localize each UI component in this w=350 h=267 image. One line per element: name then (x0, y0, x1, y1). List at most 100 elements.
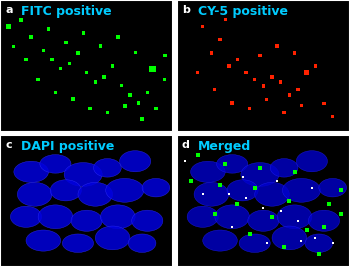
Point (58, 66, 63, 71)
Point (316, 252, 322, 256)
Point (84, 70, 90, 75)
Point (313, 64, 318, 68)
Point (278, 80, 284, 84)
Ellipse shape (50, 180, 82, 201)
Text: DAPI positive: DAPI positive (21, 140, 114, 153)
Point (41, 48, 46, 52)
Point (217, 183, 223, 187)
Point (127, 93, 133, 97)
Point (281, 110, 287, 115)
Point (243, 70, 249, 75)
Ellipse shape (239, 234, 270, 253)
Point (321, 101, 327, 105)
Ellipse shape (26, 230, 61, 251)
Point (223, 162, 228, 166)
Point (260, 205, 266, 210)
Point (281, 245, 287, 249)
Point (28, 35, 34, 39)
Point (327, 201, 332, 206)
Point (257, 166, 263, 170)
Point (217, 38, 223, 42)
Ellipse shape (71, 210, 102, 231)
Ellipse shape (227, 180, 258, 201)
Point (101, 74, 107, 79)
Point (162, 53, 167, 58)
Point (87, 106, 93, 111)
Point (299, 104, 304, 108)
Ellipse shape (203, 230, 237, 251)
Ellipse shape (270, 159, 298, 177)
Text: b: b (182, 5, 190, 15)
Text: CY-5 positive: CY-5 positive (197, 5, 287, 18)
Point (252, 186, 258, 190)
Point (35, 77, 41, 81)
Point (304, 228, 309, 232)
Ellipse shape (305, 234, 332, 253)
Point (257, 53, 263, 58)
Ellipse shape (38, 205, 73, 229)
Point (313, 236, 318, 240)
Point (338, 212, 344, 216)
Point (269, 215, 275, 219)
Ellipse shape (272, 226, 307, 250)
Ellipse shape (255, 182, 289, 206)
Point (136, 101, 141, 105)
Point (243, 196, 249, 201)
Point (200, 24, 205, 29)
Ellipse shape (62, 234, 93, 253)
Text: FITC positive: FITC positive (21, 5, 111, 18)
Point (209, 51, 214, 55)
Point (18, 18, 23, 22)
Point (229, 101, 235, 105)
Point (234, 57, 240, 62)
Point (139, 117, 145, 121)
Point (92, 80, 98, 84)
Point (212, 88, 218, 92)
Point (23, 57, 29, 62)
Point (292, 170, 298, 174)
Point (132, 51, 138, 55)
Point (278, 209, 284, 214)
Point (274, 44, 280, 48)
Point (145, 91, 150, 95)
Point (295, 88, 301, 92)
Point (80, 31, 86, 35)
Point (212, 212, 218, 216)
Point (70, 97, 76, 101)
Point (330, 241, 335, 245)
Point (247, 106, 252, 111)
Ellipse shape (319, 178, 346, 197)
Point (260, 84, 266, 88)
Point (247, 232, 252, 236)
Point (226, 64, 231, 68)
Point (52, 91, 58, 95)
Ellipse shape (18, 182, 52, 206)
Point (115, 35, 121, 39)
Ellipse shape (248, 210, 279, 231)
Ellipse shape (194, 182, 229, 206)
Ellipse shape (217, 155, 248, 173)
Point (49, 57, 55, 62)
Ellipse shape (10, 206, 42, 227)
Text: Merged: Merged (197, 140, 251, 153)
Point (264, 241, 270, 245)
Point (150, 66, 155, 71)
Point (119, 84, 124, 88)
Ellipse shape (296, 151, 328, 172)
Ellipse shape (40, 155, 71, 173)
Ellipse shape (241, 163, 279, 186)
Point (330, 114, 335, 119)
Ellipse shape (100, 205, 135, 229)
Ellipse shape (277, 205, 312, 229)
Point (304, 70, 309, 75)
Point (295, 219, 301, 223)
Point (338, 188, 344, 193)
Point (229, 225, 235, 229)
Point (195, 152, 200, 157)
Point (274, 179, 280, 183)
Point (110, 64, 116, 68)
Point (11, 44, 17, 48)
Point (66, 61, 72, 66)
Point (188, 179, 194, 183)
Point (299, 238, 304, 243)
